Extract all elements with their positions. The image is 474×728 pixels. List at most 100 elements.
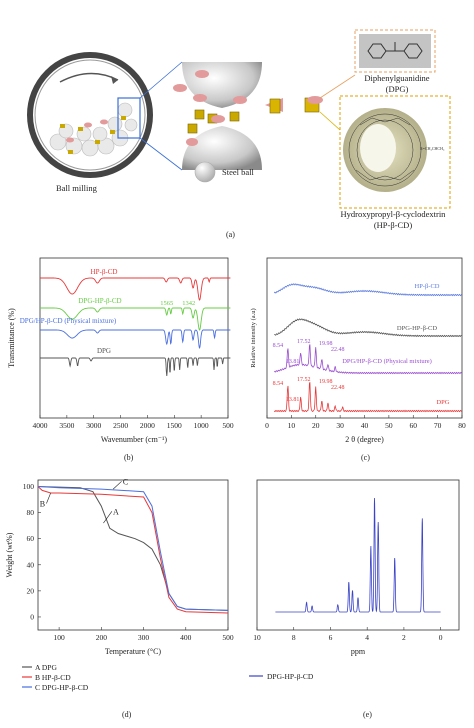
nmr-legend-label: DPG-HP-β-CD (267, 672, 314, 681)
ftir-series-0 (40, 277, 231, 301)
ftir-x-label: Wavenumber (cm⁻¹) (101, 435, 168, 444)
xrd-peak-label-3-0: 8.54 (273, 381, 284, 387)
ftir-series-label-1: DPG-HP-β-CD (78, 297, 121, 305)
tga-y-label: Weight (wt%) (5, 532, 14, 577)
tga-y-tick-label-0: 0 (30, 612, 34, 621)
xrd-x-tick-label-7: 70 (434, 421, 442, 430)
xrd-x-tick-label-6: 60 (410, 421, 418, 430)
panel-c-letter: (c) (361, 453, 370, 462)
ftir-x-tick-label-5: 1500 (167, 421, 182, 430)
tga-curve-label-0: A (113, 507, 119, 516)
ftir-series-3 (40, 357, 231, 377)
panel-e-letter: (e) (363, 710, 372, 719)
ftir-y-label: Transmittance (%) (7, 308, 16, 368)
hpcd-structure-box (339, 95, 451, 209)
hp-formula: R=CH₂CHCH₃ (420, 146, 445, 151)
xrd-peak-label-3-2: 17.52 (297, 377, 311, 383)
xrd-x-tick-label-1: 10 (288, 421, 296, 430)
xrd-x-tick-label-4: 40 (361, 421, 369, 430)
tga-series-1 (37, 486, 229, 614)
nmr-x-label: ppm (351, 647, 366, 656)
ftir-series-label-3: DPG (97, 347, 111, 355)
xrd-x-tick-label-3: 30 (336, 421, 344, 430)
tga-x-tick-label-2: 300 (138, 633, 150, 642)
ftir-x-tick-label-0: 4000 (33, 421, 48, 430)
xrd-peak-label-3-4: 22.48 (331, 385, 345, 391)
tga-curve-arrow-0 (103, 511, 113, 524)
ftir-series-1 (40, 307, 231, 331)
tga-legend-label-1: B HP-β-CD (35, 673, 71, 682)
tga-chart: 100 200 300 400 500 0 20 40 60 80 100 Temperature (… (5, 477, 234, 692)
ball-milling-label: Ball milling (56, 183, 97, 193)
xrd-x-tick-label-2: 20 (312, 421, 320, 430)
tga-curve-arrow-1 (46, 492, 51, 504)
xrd-peak-label-3-1: 13.81 (286, 397, 300, 403)
ftir-annotation-0: 1565 (160, 300, 173, 307)
xrd-y-label: Relative intensity (a.u) (250, 308, 257, 367)
xrd-peak-label-2-2: 17.52 (297, 339, 311, 345)
jar-particles (60, 116, 126, 154)
hpcd-abbr-label: (HP-β-CD) (373, 220, 413, 230)
tga-curve-arrow-2 (112, 481, 122, 490)
tga-series-2 (37, 486, 229, 611)
xrd-series-label-2: DPG/HP-β-CD (Physical mixture) (342, 358, 432, 365)
hpcd-name-label: Hydroxypropyl-β-cyclodextrin (340, 209, 446, 219)
xrd-series-label-3: DPG (436, 399, 449, 406)
xrd-series-2 (273, 344, 462, 375)
nmr-chart: 10 8 6 4 2 0 ppm DPG-HP-β-CD (249, 479, 460, 681)
panel-c: 0 10 20 30 40 50 60 70 80 2 θ (degree) Relative in… (237, 250, 474, 465)
ftir-chart: 4000 3500 3000 2500 2000 1500 1000 500 Wavenumbe… (7, 257, 234, 444)
panel-b-letter: (b) (124, 453, 134, 462)
lower-steel-ball (182, 126, 262, 170)
steel-ball-icon (194, 161, 216, 183)
nmr-x-tick-label-0: 10 (253, 633, 261, 642)
dpg-structure-box (354, 29, 436, 73)
xrd-peak-label-2-3: 19.98 (319, 341, 333, 347)
tga-y-tick-label-5: 100 (23, 482, 35, 491)
tga-x-label: Temperature (°C) (105, 647, 162, 656)
xrd-series-label-1: DPG-HP-β-CD (397, 325, 437, 332)
xrd-x-label: 2 θ (degree) (345, 435, 384, 444)
tga-x-tick-label-1: 200 (96, 633, 108, 642)
steel-ball-label: Steel ball (222, 167, 254, 177)
ftir-annotation-1: 1342 (182, 300, 195, 307)
jar-balls (49, 102, 138, 157)
tga-curve-label-1: B (40, 499, 45, 508)
panel-b: 4000 3500 3000 2500 2000 1500 1000 500 Wavenumbe… (0, 250, 237, 465)
tga-plot-frame (37, 479, 229, 631)
dpg-name-label: Diphenylguanidine (364, 73, 430, 83)
dpg-abbr-label: (DPG) (385, 84, 409, 94)
nmr-x-tick-label-4: 2 (402, 633, 406, 642)
xrd-series-0 (273, 283, 462, 297)
xrd-peak-label-2-4: 22.48 (331, 347, 345, 353)
ftir-plot-frame (39, 257, 229, 419)
panel-a: R=CH₂CHCH₃ Ball milling Steel ball Diphe… (0, 0, 474, 240)
ftir-series-label-0: HP-β-CD (91, 268, 118, 276)
nmr-x-tick-label-1: 8 (292, 633, 296, 642)
ftir-x-tick-label-2: 3000 (86, 421, 101, 430)
panel-a-letter: (a) (226, 230, 235, 239)
xrd-series-1 (274, 318, 462, 338)
tga-series-0 (37, 486, 229, 611)
ftir-x-tick-label-7: 500 (222, 421, 234, 430)
xrd-series-label-0: HP-β-CD (415, 283, 440, 290)
xrd-series-3 (273, 382, 462, 413)
xrd-x-tick-label-0: 0 (265, 421, 269, 430)
nmr-series-0 (275, 497, 441, 613)
tga-legend-label-0: A DPG (35, 663, 57, 672)
dpg-structure (367, 42, 423, 59)
xrd-peak-label-2-0: 8.54 (273, 343, 284, 349)
zoom-box (117, 97, 141, 139)
tga-y-tick-label-4: 80 (27, 508, 35, 517)
tga-x-tick-label-4: 500 (222, 633, 234, 642)
panel-d: 100 200 300 400 500 0 20 40 60 80 100 Temperature (… (0, 470, 237, 723)
xrd-x-tick-label-8: 80 (458, 421, 466, 430)
xrd-x-tick-label-5: 50 (385, 421, 393, 430)
xrd-plot-frame (266, 257, 463, 419)
panel-a-illustration: R=CH₂CHCH₃ (27, 29, 451, 209)
ftir-series-label-2: DPG/HP-β-CD (Physical mixture) (20, 317, 117, 325)
xrd-chart: 0 10 20 30 40 50 60 70 80 2 θ (degree) Relative in… (250, 257, 466, 444)
ftir-x-tick-label-4: 2000 (140, 421, 155, 430)
ftir-x-tick-label-3: 2500 (113, 421, 128, 430)
panel-d-letter: (d) (122, 710, 132, 719)
